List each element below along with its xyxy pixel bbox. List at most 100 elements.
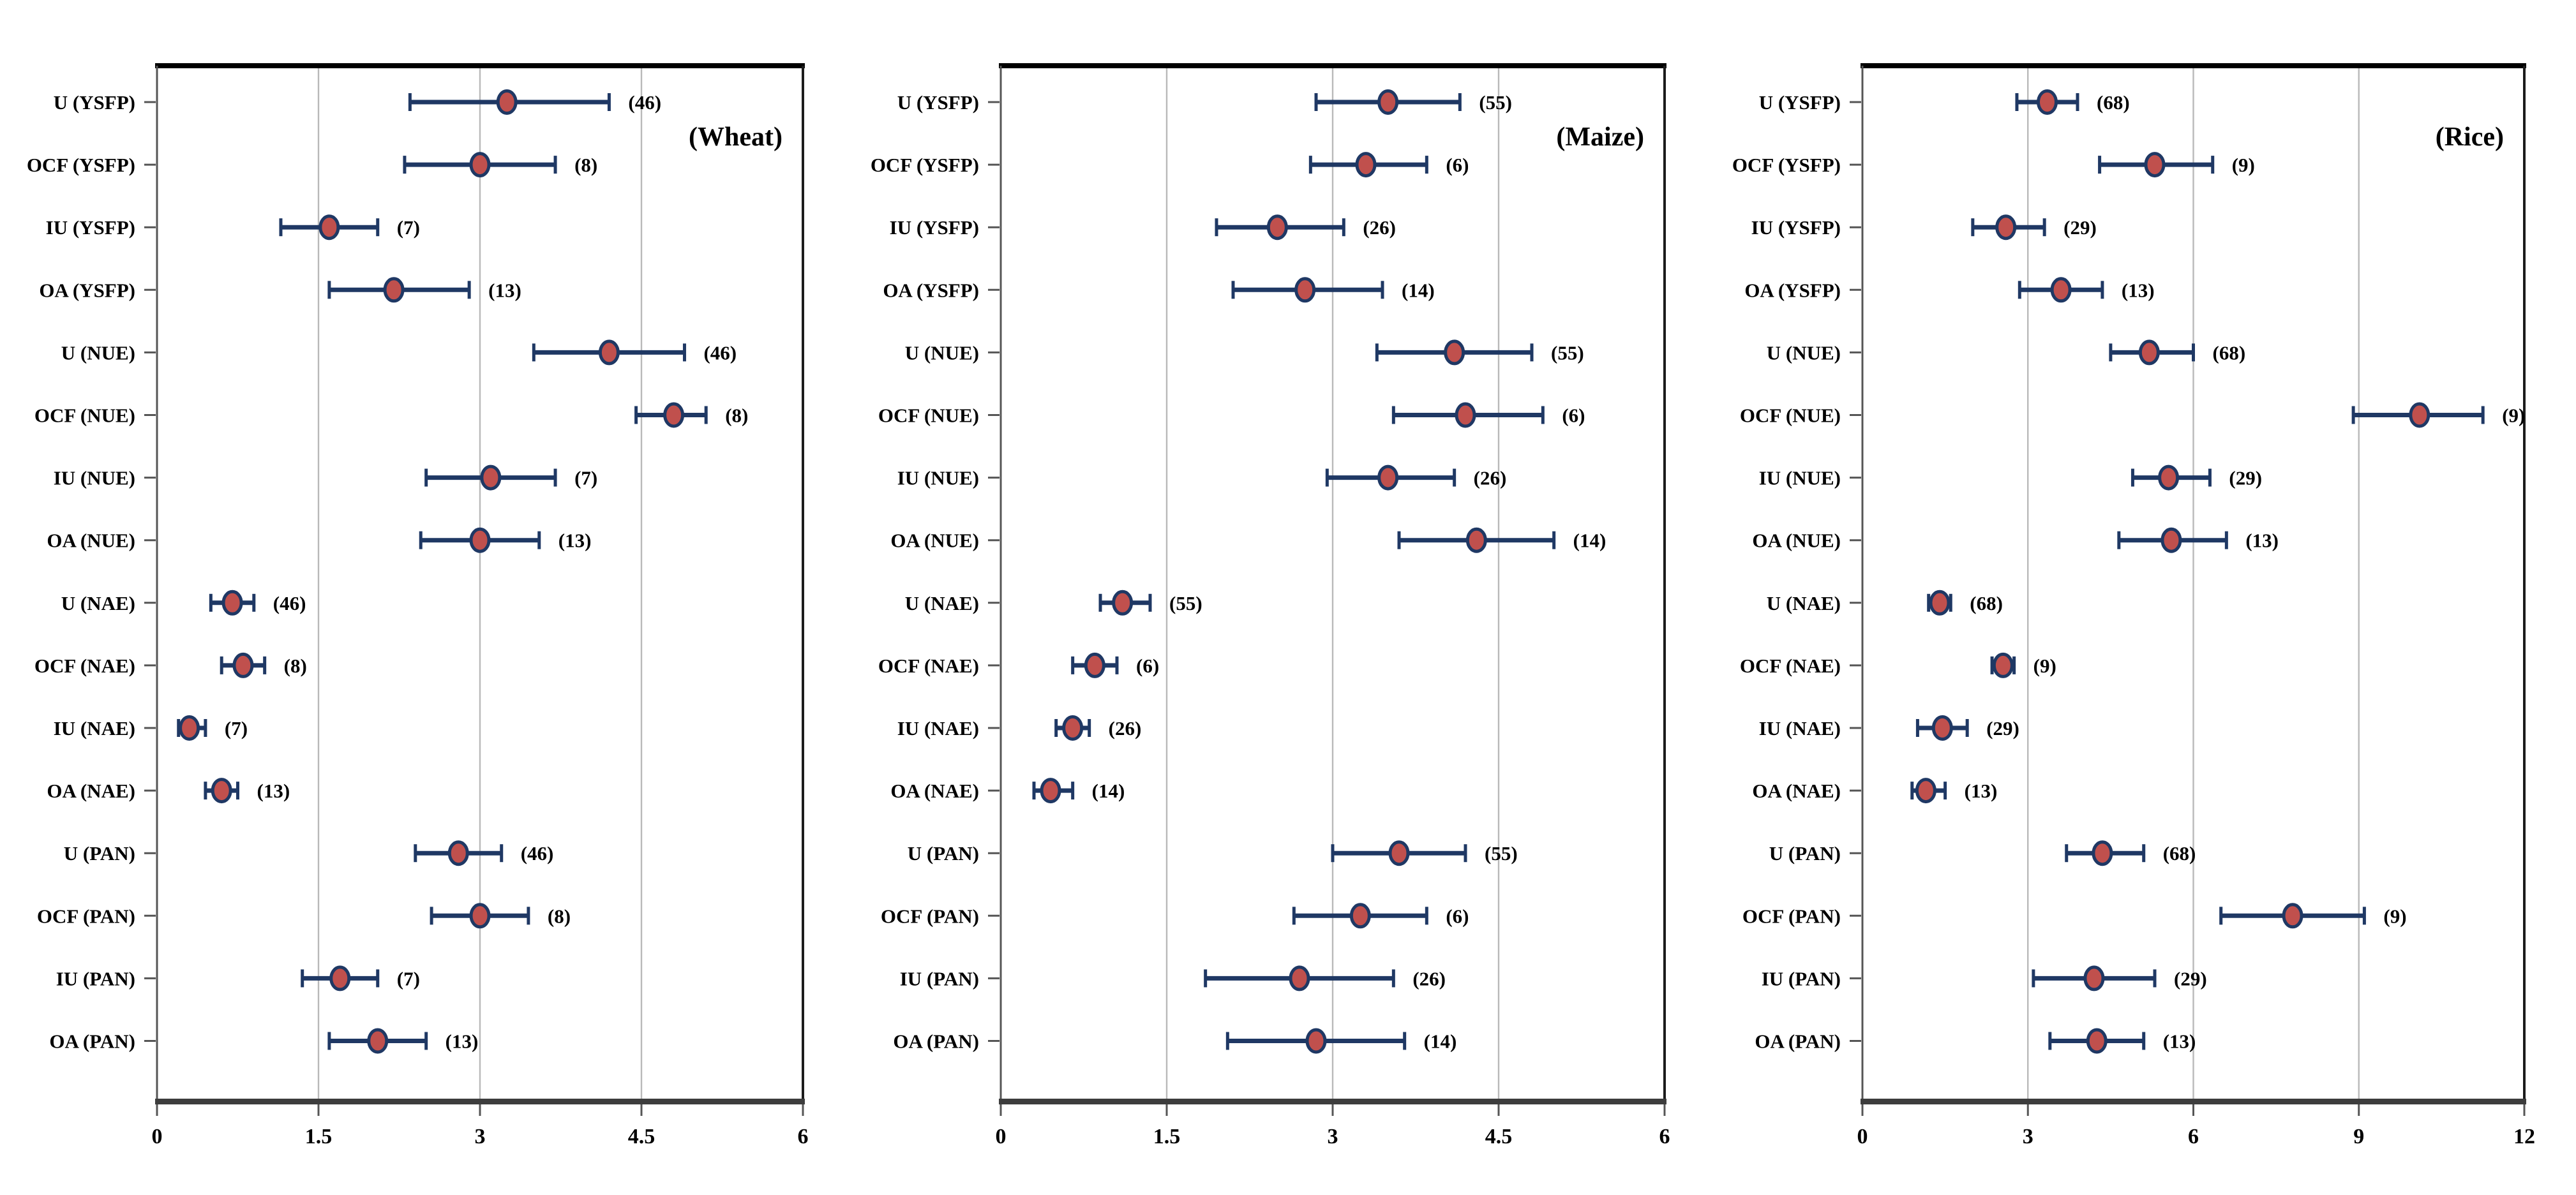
category-label: U (NAE) xyxy=(905,592,979,614)
plot-border-right xyxy=(2523,66,2526,1101)
data-row: (68) xyxy=(2015,89,2130,115)
category-label: IU (NAE) xyxy=(1759,717,1841,739)
data-point-marker xyxy=(383,277,405,303)
count-label: (29) xyxy=(2229,467,2262,489)
category-label: OA (NUE) xyxy=(1752,530,1841,552)
category-label: U (PAN) xyxy=(64,842,135,865)
count-label: (55) xyxy=(1551,341,1584,364)
count-label: (6) xyxy=(1562,405,1585,427)
data-point-marker xyxy=(367,1028,389,1054)
category-label: U (YSFP) xyxy=(897,91,979,114)
count-label: (8) xyxy=(574,154,597,176)
category-label: IU (NAE) xyxy=(897,717,979,739)
data-point-marker xyxy=(598,339,620,366)
x-tick-label: 3 xyxy=(475,1125,486,1148)
data-row: (26) xyxy=(1054,715,1142,741)
x-tick-label: 6 xyxy=(1659,1125,1670,1148)
data-row: (68) xyxy=(2109,339,2245,366)
count-label: (13) xyxy=(2163,1030,2196,1053)
data-point-marker xyxy=(232,652,254,678)
data-row: (14) xyxy=(1231,277,1435,303)
category-label: OA (PAN) xyxy=(49,1030,135,1053)
data-point-marker xyxy=(1112,590,1134,616)
data-point-marker xyxy=(496,89,518,115)
count-label: (13) xyxy=(558,530,592,552)
count-label: (9) xyxy=(2502,405,2525,427)
data-point-marker xyxy=(2083,965,2105,991)
x-tick-label: 1.5 xyxy=(305,1125,333,1148)
y-axis-line xyxy=(156,66,158,1101)
category-label: OA (NUE) xyxy=(890,530,979,552)
category-label: OA (PAN) xyxy=(893,1030,979,1053)
data-point-marker xyxy=(2138,339,2160,366)
count-label: (29) xyxy=(2174,967,2207,990)
count-label: (7) xyxy=(397,216,420,239)
data-point-marker xyxy=(1465,527,1487,553)
panel-maize: U (YSFP) OCF (YSFP) IU (YSFP) OA (YSFP) U (N… xyxy=(871,63,1670,1148)
category-label: IU (YSFP) xyxy=(890,216,979,239)
data-point-marker xyxy=(1444,339,1465,366)
count-label: (55) xyxy=(1479,91,1512,114)
data-row: (9) xyxy=(2219,903,2407,929)
data-point-marker xyxy=(469,903,491,929)
data-row: (55) xyxy=(1314,89,1512,115)
count-label: (13) xyxy=(446,1030,479,1053)
data-row: (68) xyxy=(1927,590,2003,616)
data-row: (26) xyxy=(1215,214,1396,241)
panel-title: (Wheat) xyxy=(689,122,783,152)
count-label: (29) xyxy=(1986,717,2019,739)
x-tick-label: 4.5 xyxy=(628,1125,655,1148)
count-label: (46) xyxy=(521,842,554,865)
count-label: (68) xyxy=(1970,592,2003,614)
data-point-marker xyxy=(2086,1028,2108,1054)
count-label: (8) xyxy=(284,655,307,677)
x-tick-label: 3 xyxy=(2023,1125,2033,1148)
x-axis-line xyxy=(1861,1099,2526,1104)
x-tick-label: 6 xyxy=(798,1125,809,1148)
category-label: IU (PAN) xyxy=(56,967,135,990)
count-label: (46) xyxy=(273,592,306,614)
panel-wheat: U (YSFP) OCF (YSFP) IU (YSFP) OA (YSFP) U (N… xyxy=(27,63,809,1148)
category-label: OCF (YSFP) xyxy=(871,154,979,176)
count-label: (9) xyxy=(2383,905,2406,927)
count-label: (13) xyxy=(488,279,521,301)
count-label: (6) xyxy=(1446,905,1469,927)
count-label: (7) xyxy=(225,717,248,739)
y-axis-line xyxy=(1000,66,1002,1101)
data-row: (14) xyxy=(1397,527,1606,553)
category-label: OA (YSFP) xyxy=(1744,279,1841,301)
category-label: OA (NAE) xyxy=(890,780,979,802)
category-label: U (NUE) xyxy=(905,341,979,364)
count-label: (13) xyxy=(257,780,290,802)
category-label: OCF (NAE) xyxy=(34,655,135,677)
plot-border-top xyxy=(1861,63,2526,68)
plot-border-right xyxy=(802,66,804,1101)
category-label: IU (PAN) xyxy=(1762,967,1841,990)
data-point-marker xyxy=(447,840,469,866)
category-label: U (PAN) xyxy=(1769,842,1841,865)
count-label: (55) xyxy=(1485,842,1518,865)
count-label: (7) xyxy=(574,467,597,489)
data-point-marker xyxy=(1915,778,1936,804)
data-row: (13) xyxy=(1910,778,1997,804)
data-row: (8) xyxy=(634,402,748,428)
category-label: OA (YSFP) xyxy=(883,279,979,301)
data-row: (9) xyxy=(2351,402,2525,428)
count-label: (26) xyxy=(1109,717,1142,739)
count-label: (9) xyxy=(2232,154,2255,176)
data-row: (46) xyxy=(532,339,737,366)
category-label: U (NUE) xyxy=(1767,341,1841,364)
data-row: (9) xyxy=(2098,152,2255,178)
panel-title: (Maize) xyxy=(1556,122,1644,152)
x-axis-line xyxy=(155,1099,805,1104)
panel-title: (Rice) xyxy=(2436,122,2504,152)
x-tick-label: 3 xyxy=(1328,1125,1338,1148)
data-point-marker xyxy=(2409,402,2430,428)
category-label: IU (YSFP) xyxy=(46,216,135,239)
plot-border-top xyxy=(999,63,1666,68)
x-tick-label: 0 xyxy=(1857,1125,1868,1148)
data-row: (6) xyxy=(1391,402,1585,428)
category-label: OCF (NAE) xyxy=(1740,655,1841,677)
count-label: (9) xyxy=(2033,655,2056,677)
data-point-marker xyxy=(1084,652,1105,678)
